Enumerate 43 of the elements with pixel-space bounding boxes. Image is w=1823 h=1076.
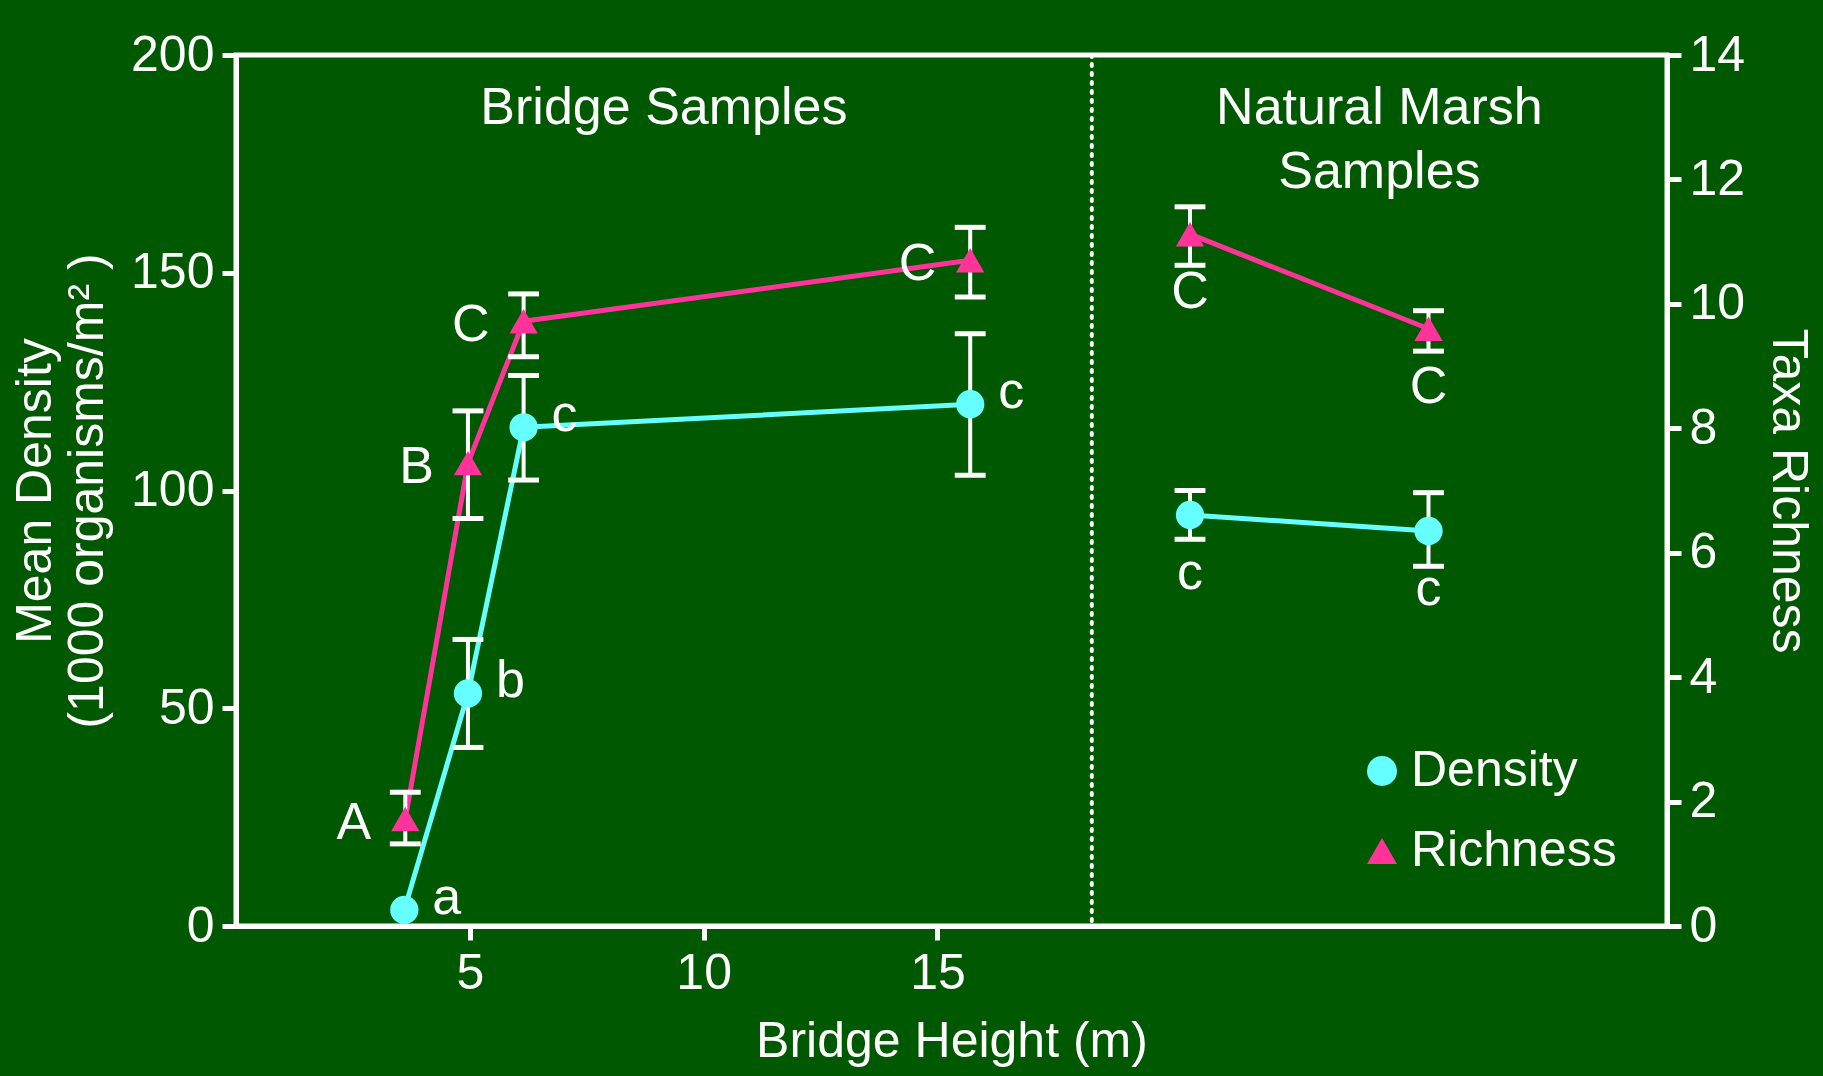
- y2-tick-label: 14: [1689, 25, 1746, 82]
- data-label: b: [495, 650, 525, 709]
- data-label: C: [1409, 355, 1448, 414]
- point: [509, 309, 538, 334]
- annotation: Natural Marsh Samples: [1216, 77, 1543, 199]
- x-tick-label: 15: [910, 943, 966, 1000]
- annotation: Bridge Samples: [480, 77, 848, 135]
- point: [956, 390, 985, 419]
- point: [453, 679, 483, 708]
- data-label: C: [1171, 261, 1209, 320]
- y2-tick-label: 4: [1689, 647, 1718, 704]
- point: [391, 806, 420, 832]
- data-label: c: [1177, 541, 1203, 600]
- point: [1175, 500, 1205, 529]
- y2-tick-label: 8: [1689, 398, 1718, 455]
- point: [390, 895, 419, 924]
- data-label: B: [399, 436, 434, 495]
- y2-tick-label: 12: [1689, 149, 1746, 206]
- legend-label: Richness: [1411, 821, 1617, 877]
- y2-tick-label: 0: [1689, 896, 1718, 953]
- point: [1414, 516, 1443, 546]
- data-label: c: [998, 361, 1025, 420]
- point: [509, 413, 538, 442]
- y2-tick-label: 6: [1689, 523, 1718, 580]
- data-label: C: [452, 294, 490, 353]
- y-axis-title: Mean Density (1000 organisms/m² ): [6, 253, 115, 729]
- x-axis-title: Bridge Height (m): [756, 1011, 1148, 1068]
- y-tick-label: 100: [131, 461, 215, 517]
- y-tick-label: 200: [131, 25, 215, 82]
- x-tick-label: 10: [676, 943, 732, 1000]
- data-label: c: [1415, 558, 1442, 616]
- y-tick-label: 150: [131, 243, 215, 300]
- y2-axis-title: Taxa Richness: [1762, 328, 1819, 654]
- point: [956, 248, 985, 273]
- y-tick-label: 0: [186, 896, 215, 953]
- data-label: a: [432, 866, 462, 925]
- point: [453, 450, 483, 476]
- y2-tick-label: 10: [1689, 274, 1746, 331]
- legend-label: Density: [1411, 741, 1578, 797]
- data-label: A: [336, 791, 372, 850]
- y2-tick-label: 2: [1689, 772, 1718, 829]
- x-tick-label: 5: [456, 943, 485, 1000]
- y-tick-label: 50: [158, 678, 215, 735]
